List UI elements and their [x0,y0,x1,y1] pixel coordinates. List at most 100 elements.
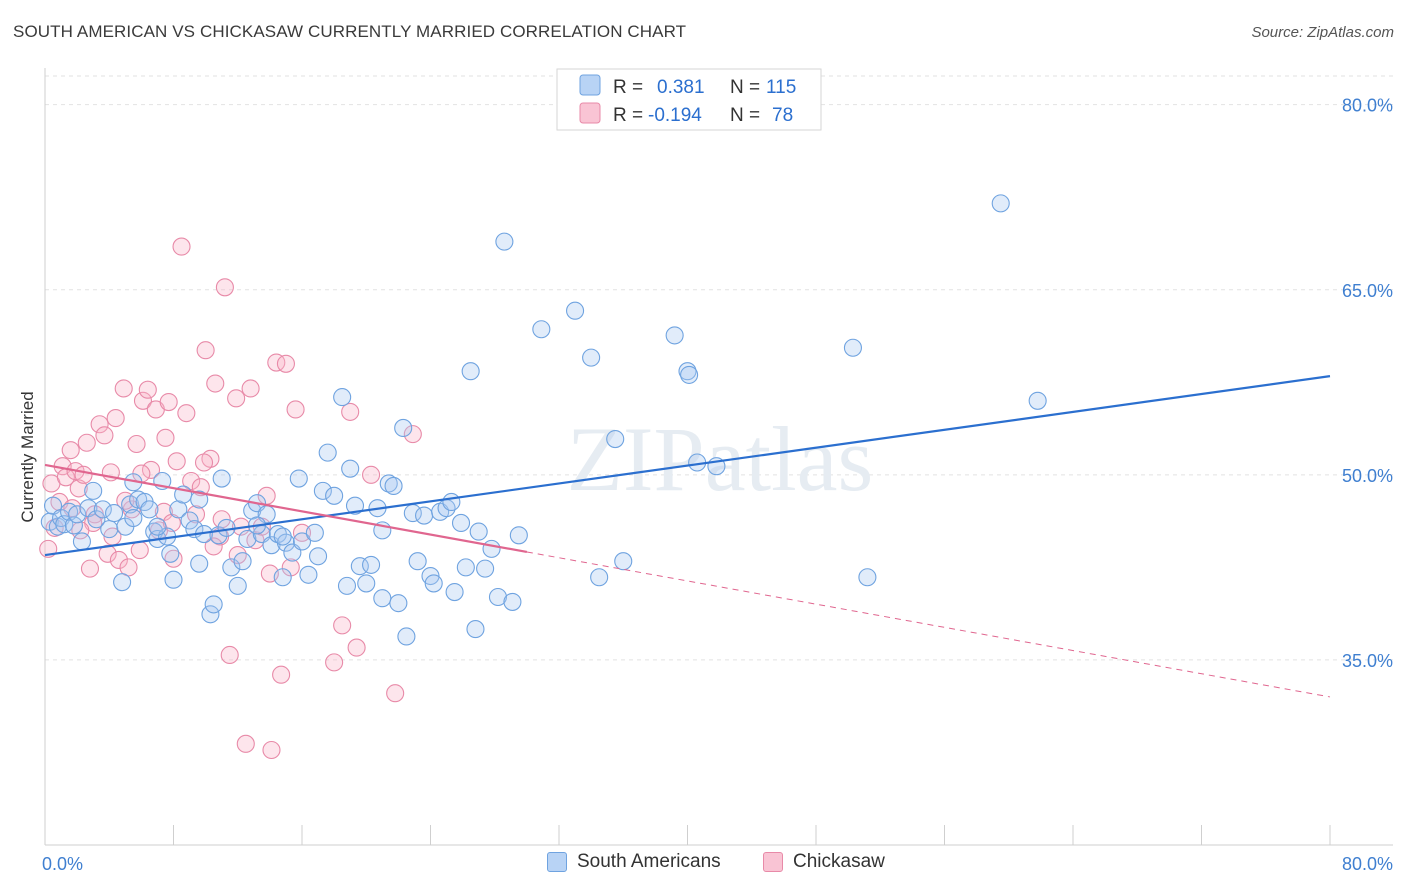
data-point [172,237,191,256]
data-point [228,576,247,595]
data-point [68,505,87,524]
data-point [61,441,80,460]
data-point [408,552,427,571]
data-point [345,496,365,515]
data-point [272,665,291,684]
data-point [156,428,175,447]
data-point [141,460,161,479]
data-point [130,541,149,560]
legend-n-label-pink: N = [730,105,760,126]
data-point [204,595,223,614]
data-point [286,400,305,419]
data-point [180,511,199,530]
data-point [445,583,464,602]
trend-line-south-americans [44,375,1331,557]
data-point [190,490,209,509]
data-point [582,348,601,367]
data-point [495,232,514,251]
series-legend: South Americans Chickasaw [0,851,1406,879]
trend-lines [44,375,1331,698]
data-point [87,510,106,529]
data-point [227,389,246,408]
legend-r-value-blue: 0.381 [657,77,705,98]
data-point [100,520,119,539]
data-point [843,338,862,357]
data-point [164,549,183,568]
data-point [466,620,485,639]
data-point [305,523,324,542]
data-point [161,544,180,563]
data-point [84,481,103,500]
data-point [333,388,352,407]
data-point [397,627,416,646]
data-point [194,453,214,472]
data-point [273,527,292,546]
data-point [347,638,366,657]
legend-r-value-pink: -0.194 [648,105,702,126]
legend-r-label-pink: R = [613,105,643,126]
data-point [566,301,585,320]
data-point [442,492,461,512]
data-point [64,516,83,535]
y-tick-label: 35.0% [1342,651,1393,671]
data-point [140,500,159,519]
data-point [80,559,100,578]
data-point [182,471,201,491]
data-point [362,465,381,484]
data-point [74,465,93,484]
data-point [341,402,360,421]
data-point [109,550,128,570]
data-point [614,552,633,571]
legend-n-value-pink: 78 [772,105,793,126]
data-point [105,504,124,523]
data-point [386,684,405,703]
data-point [325,486,344,505]
data-point [299,565,318,584]
data-point [238,529,257,549]
legend-item-south-americans: South Americans [547,851,721,873]
data-point [469,522,488,541]
south-american-points [40,194,1047,646]
data-point [159,392,178,412]
legend-n-value-blue: 115 [766,77,796,98]
chickasaw-points [39,237,422,760]
data-point [1028,391,1047,410]
trend-line-chickasaw [44,463,528,554]
legend-item-chickasaw: Chickasaw [763,851,885,873]
legend-label-south-americans: South Americans [577,851,721,872]
data-point [456,558,475,577]
data-point [665,326,684,345]
x-tick-label: 0.0% [42,854,83,874]
data-point [313,481,332,500]
data-point [177,404,196,423]
data-point [503,592,522,611]
data-point [333,616,352,635]
legend-r-label-blue: R = [613,77,643,98]
data-point [289,469,308,488]
data-point [93,500,112,519]
data-point [95,426,114,445]
data-point [164,570,183,589]
y-tick-label: 50.0% [1342,466,1393,486]
data-point [114,379,133,398]
data-point [267,353,286,372]
data-point [606,430,625,449]
data-point [69,479,88,498]
data-point [236,734,255,753]
data-point [124,508,143,528]
data-point [273,568,292,587]
data-point [341,459,360,478]
trend-line-chickasaw-extension [526,551,1331,698]
data-point [233,552,252,571]
data-point [318,443,337,462]
legend-label-chickasaw: Chickasaw [793,851,885,872]
data-point [222,558,241,577]
data-point [532,320,551,339]
data-point [133,391,153,410]
data-point [292,532,312,551]
data-point [357,574,376,593]
data-point [215,278,234,297]
y-axis-label: Currently Married [18,391,37,522]
data-point [106,409,125,428]
